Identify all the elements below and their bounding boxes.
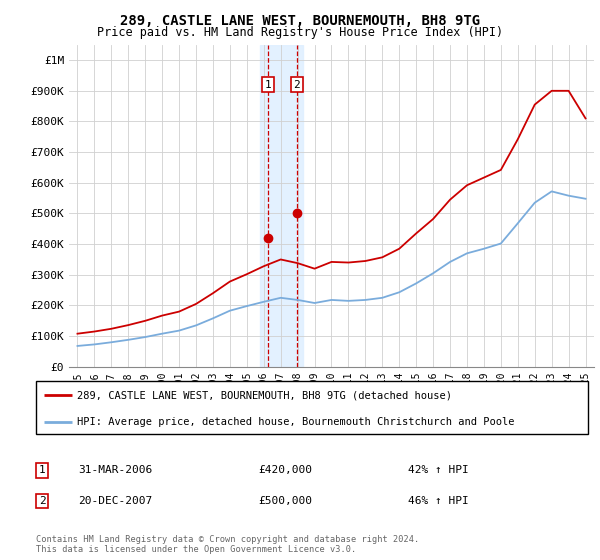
Text: Contains HM Land Registry data © Crown copyright and database right 2024.
This d: Contains HM Land Registry data © Crown c… [36,535,419,554]
Text: 1: 1 [38,465,46,475]
Text: 31-MAR-2006: 31-MAR-2006 [78,465,152,475]
Text: 2: 2 [38,496,46,506]
Text: 1: 1 [265,80,271,90]
Text: 289, CASTLE LANE WEST, BOURNEMOUTH, BH8 9TG (detached house): 289, CASTLE LANE WEST, BOURNEMOUTH, BH8 … [77,390,452,400]
Text: 42% ↑ HPI: 42% ↑ HPI [408,465,469,475]
Text: £420,000: £420,000 [258,465,312,475]
Text: £500,000: £500,000 [258,496,312,506]
Text: HPI: Average price, detached house, Bournemouth Christchurch and Poole: HPI: Average price, detached house, Bour… [77,417,515,427]
Text: 2: 2 [293,80,300,90]
Text: Price paid vs. HM Land Registry's House Price Index (HPI): Price paid vs. HM Land Registry's House … [97,26,503,39]
Text: 289, CASTLE LANE WEST, BOURNEMOUTH, BH8 9TG: 289, CASTLE LANE WEST, BOURNEMOUTH, BH8 … [120,14,480,28]
Text: 46% ↑ HPI: 46% ↑ HPI [408,496,469,506]
Bar [260,45,303,367]
Text: 20-DEC-2007: 20-DEC-2007 [78,496,152,506]
FancyBboxPatch shape [36,381,588,434]
